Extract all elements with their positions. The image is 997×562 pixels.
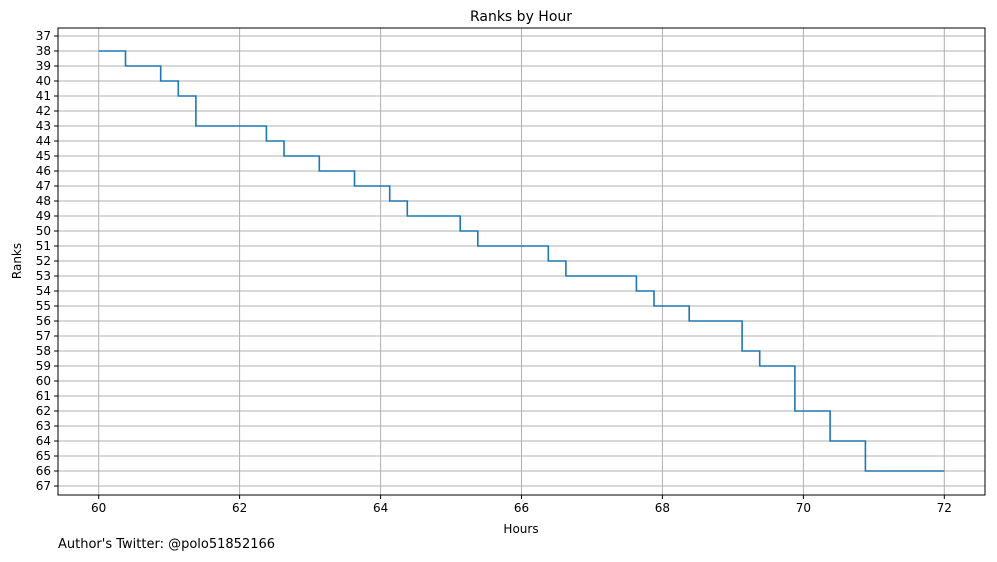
y-tick-label: 54 xyxy=(36,284,51,298)
x-tick-label: 60 xyxy=(91,501,106,515)
y-tick-label: 50 xyxy=(36,224,51,238)
y-tick-label: 48 xyxy=(36,194,51,208)
y-tick-label: 42 xyxy=(36,104,51,118)
author-credit: Author's Twitter: @polo51852166 xyxy=(58,537,276,552)
x-tick-label: 64 xyxy=(373,501,388,515)
x-axis-ticks: 60 62 64 66 68 70 72 xyxy=(91,495,952,515)
y-tick-label: 55 xyxy=(36,299,51,313)
y-tick-label: 45 xyxy=(36,149,51,163)
chart-title: Ranks by Hour xyxy=(470,9,572,25)
x-axis-label: Hours xyxy=(503,522,538,536)
grid-lines xyxy=(58,28,985,495)
y-tick-label: 56 xyxy=(36,314,51,328)
y-tick-label: 47 xyxy=(36,179,51,193)
y-tick-label: 63 xyxy=(36,419,51,433)
y-tick-label: 52 xyxy=(36,254,51,268)
y-tick-label: 65 xyxy=(36,449,51,463)
y-tick-label: 49 xyxy=(36,209,51,223)
x-tick-label: 72 xyxy=(937,501,952,515)
y-tick-label: 38 xyxy=(36,44,51,58)
y-tick-label: 51 xyxy=(36,239,51,253)
y-tick-label: 43 xyxy=(36,119,51,133)
y-tick-label: 39 xyxy=(36,59,51,73)
y-tick-label: 44 xyxy=(36,134,51,148)
y-tick-label: 57 xyxy=(36,329,51,343)
y-tick-label: 59 xyxy=(36,359,51,373)
y-tick-label: 67 xyxy=(36,479,51,493)
y-tick-label: 64 xyxy=(36,434,51,448)
y-tick-label: 66 xyxy=(36,464,51,478)
y-tick-label: 46 xyxy=(36,164,51,178)
y-axis-label: Ranks xyxy=(10,243,24,279)
x-tick-label: 68 xyxy=(655,501,670,515)
x-tick-label: 66 xyxy=(514,501,529,515)
y-tick-label: 37 xyxy=(36,29,51,43)
y-tick-label: 60 xyxy=(36,374,51,388)
y-tick-label: 61 xyxy=(36,389,51,403)
y-tick-label: 40 xyxy=(36,74,51,88)
x-tick-label: 62 xyxy=(232,501,247,515)
y-tick-label: 41 xyxy=(36,89,51,103)
y-tick-label: 58 xyxy=(36,344,51,358)
rank-series-line xyxy=(98,50,945,472)
y-tick-label: 53 xyxy=(36,269,51,283)
x-tick-label: 70 xyxy=(796,501,811,515)
series-layer xyxy=(98,50,945,472)
y-axis-ticks: 3738394041424344454647484950515253545556… xyxy=(36,29,58,493)
y-tick-label: 62 xyxy=(36,404,51,418)
